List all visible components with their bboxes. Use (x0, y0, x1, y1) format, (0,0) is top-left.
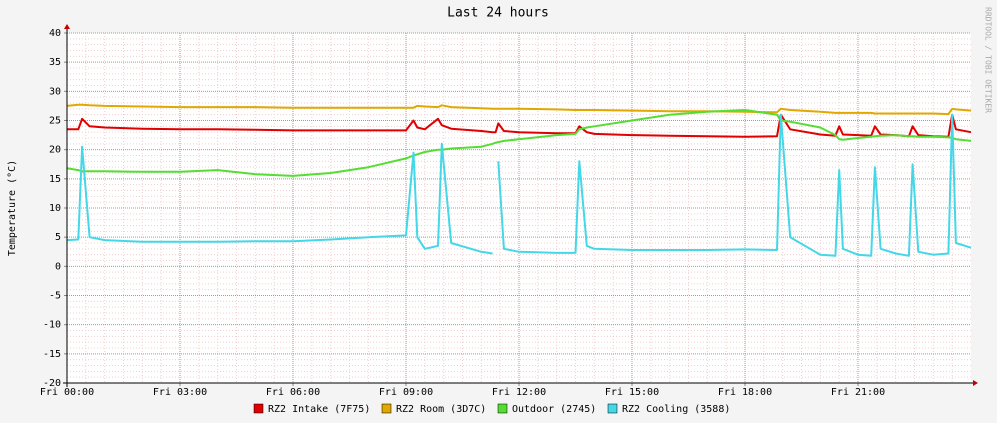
legend-label: RZ2 Cooling (3588) (622, 404, 730, 415)
legend-swatch (497, 403, 508, 414)
axis-arrow (973, 380, 978, 386)
x-tick-label: Fri 12:00 (492, 387, 546, 398)
x-tick-label: Fri 00:00 (40, 387, 94, 398)
legend-label: RZ2 Room (3D7C) (396, 404, 486, 415)
y-tick-label: 15 (49, 174, 61, 185)
y-tick-label: 30 (49, 86, 61, 97)
y-tick-label: 20 (49, 145, 61, 156)
y-tick-label: -10 (43, 320, 61, 331)
x-tick-label: Fri 21:00 (831, 387, 885, 398)
x-tick-label: Fri 15:00 (605, 387, 659, 398)
legend-swatch (607, 403, 618, 414)
y-tick-label: 10 (49, 203, 61, 214)
x-tick-label: Fri 06:00 (266, 387, 320, 398)
legend-label: Outdoor (2745) (512, 404, 596, 415)
y-tick-label: 40 (49, 28, 61, 39)
watermark: RRDTOOL / TOBI OETIKER (984, 7, 993, 113)
x-tick-label: Fri 18:00 (718, 387, 772, 398)
series-line (66, 113, 972, 257)
y-tick-label: -20 (43, 378, 61, 389)
chart-title: Last 24 hours (447, 6, 549, 21)
legend-swatch (253, 403, 264, 414)
series-line (66, 109, 972, 177)
y-axis-label: Temperature (°C) (7, 160, 18, 256)
y-tick-label: -5 (49, 291, 61, 302)
y-tick-label: 35 (49, 57, 61, 68)
legend-label: RZ2 Intake (7F75) (268, 404, 370, 415)
axis-arrow (64, 24, 70, 29)
x-tick-label: Fri 03:00 (153, 387, 207, 398)
y-tick-label: -15 (43, 349, 61, 360)
series-line (66, 103, 972, 116)
y-tick-label: 25 (49, 116, 61, 127)
y-tick-label: 0 (55, 261, 61, 272)
x-tick-label: Fri 09:00 (379, 387, 433, 398)
y-tick-label: 5 (55, 232, 61, 243)
legend-swatch (381, 403, 392, 414)
